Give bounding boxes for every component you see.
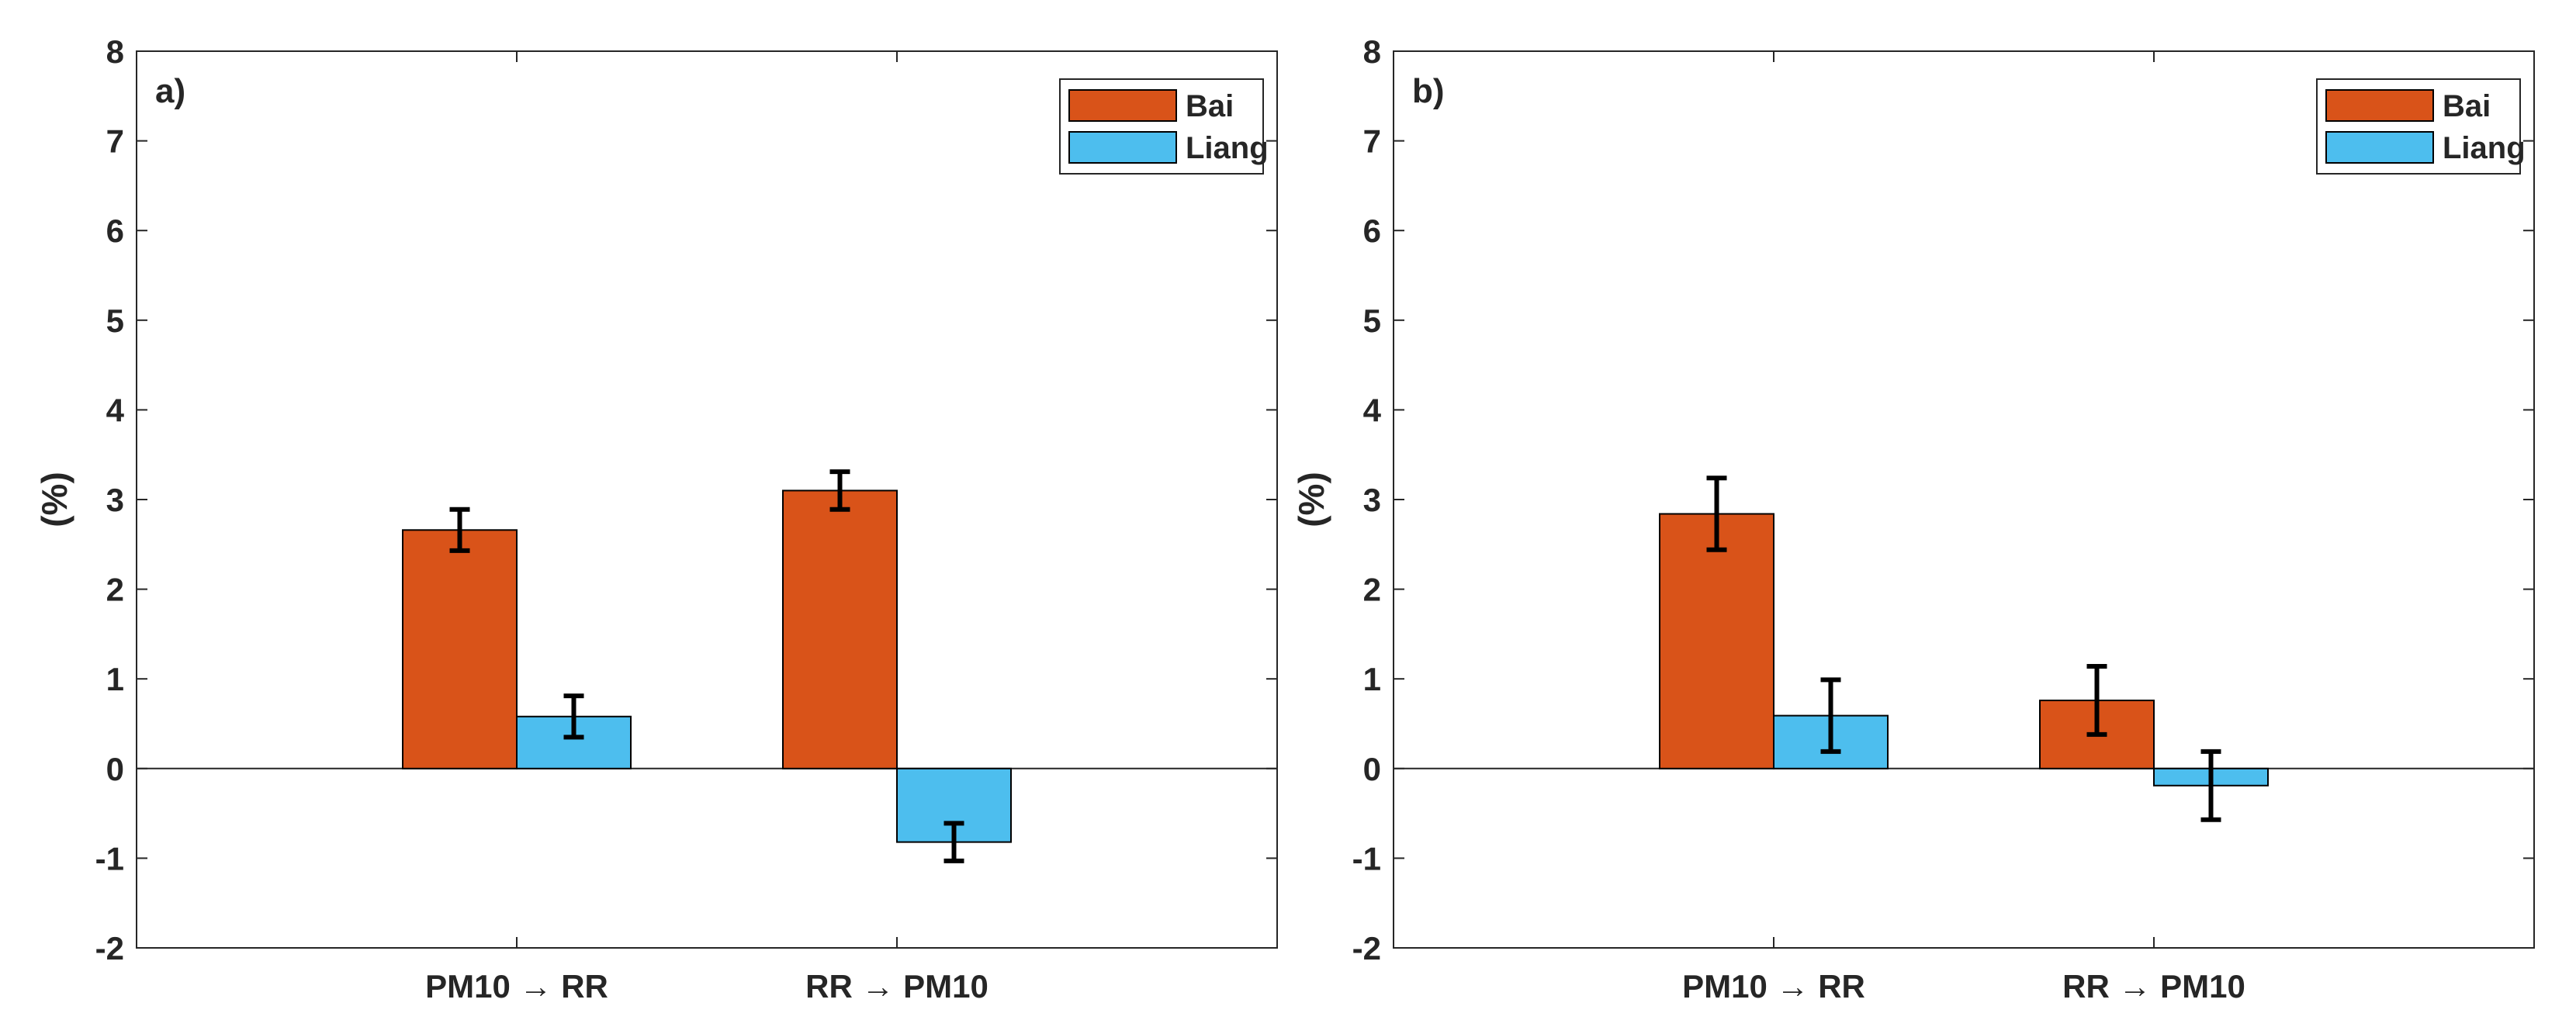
y-tick-label: 4 [1363, 392, 1382, 428]
legend-label-bai: Bai [1186, 89, 1234, 123]
y-tick-label: 3 [106, 482, 124, 518]
legend-swatch-bai [2325, 89, 2434, 122]
y-tick-label: 1 [106, 661, 124, 697]
x-category-label: PM10 → RR [1682, 968, 1865, 1005]
legend-swatch-liang [1068, 131, 1177, 164]
y-tick-label: 4 [106, 392, 125, 428]
legend-label-liang: Liang [2443, 131, 2526, 165]
axes-box [136, 50, 1278, 949]
panel-a: -2 -1 0 1 2 3 4 5 6 7 8 (%) a) PM10 → RR RR → PM10 Bai L… [34, 33, 1278, 1005]
y-tick-label: -1 [95, 840, 124, 877]
y-tick-label: 0 [106, 751, 124, 787]
y-tick-label: 2 [1363, 572, 1381, 608]
y-tick-label: 8 [106, 33, 124, 70]
x-category-label: RR → PM10 [2062, 968, 2245, 1005]
y-tick-label: 1 [1363, 661, 1381, 697]
legend-swatch-liang [2325, 131, 2434, 164]
x-category-label: RR → PM10 [805, 968, 989, 1005]
bar-bai [782, 489, 898, 769]
legend-label-bai: Bai [2443, 89, 2491, 123]
y-tick-label: 8 [1363, 33, 1381, 70]
legend-label-liang: Liang [1186, 131, 1269, 165]
bar-bai [402, 529, 518, 769]
legend-swatch-bai [1068, 89, 1177, 122]
y-tick-label: 5 [1363, 303, 1381, 339]
panel-label: a) [155, 72, 185, 110]
y-tick-label: 6 [1363, 213, 1381, 249]
axes-box [1393, 50, 2535, 949]
x-category-label: PM10 → RR [425, 968, 608, 1005]
y-tick-label: -1 [1352, 840, 1381, 877]
y-tick-label: 7 [106, 123, 124, 160]
panel-label: b) [1412, 72, 1445, 110]
y-axis-label: (%) [34, 472, 74, 527]
y-tick-label: 5 [106, 303, 124, 339]
bar-bai [1659, 513, 1774, 769]
y-tick-label: -2 [95, 930, 124, 966]
y-tick-label: -2 [1352, 930, 1381, 966]
y-tick-label: 3 [1363, 482, 1381, 518]
y-tick-label: 6 [106, 213, 124, 249]
y-tick-label: 2 [106, 572, 124, 608]
y-tick-label: 7 [1363, 123, 1381, 160]
y-axis-label: (%) [1291, 472, 1331, 527]
panel-b: -2 -1 0 1 2 3 4 5 6 7 8 (%) b) PM10 → RR RR → PM10 Bai L… [1291, 33, 2535, 1005]
y-tick-label: 0 [1363, 751, 1381, 787]
